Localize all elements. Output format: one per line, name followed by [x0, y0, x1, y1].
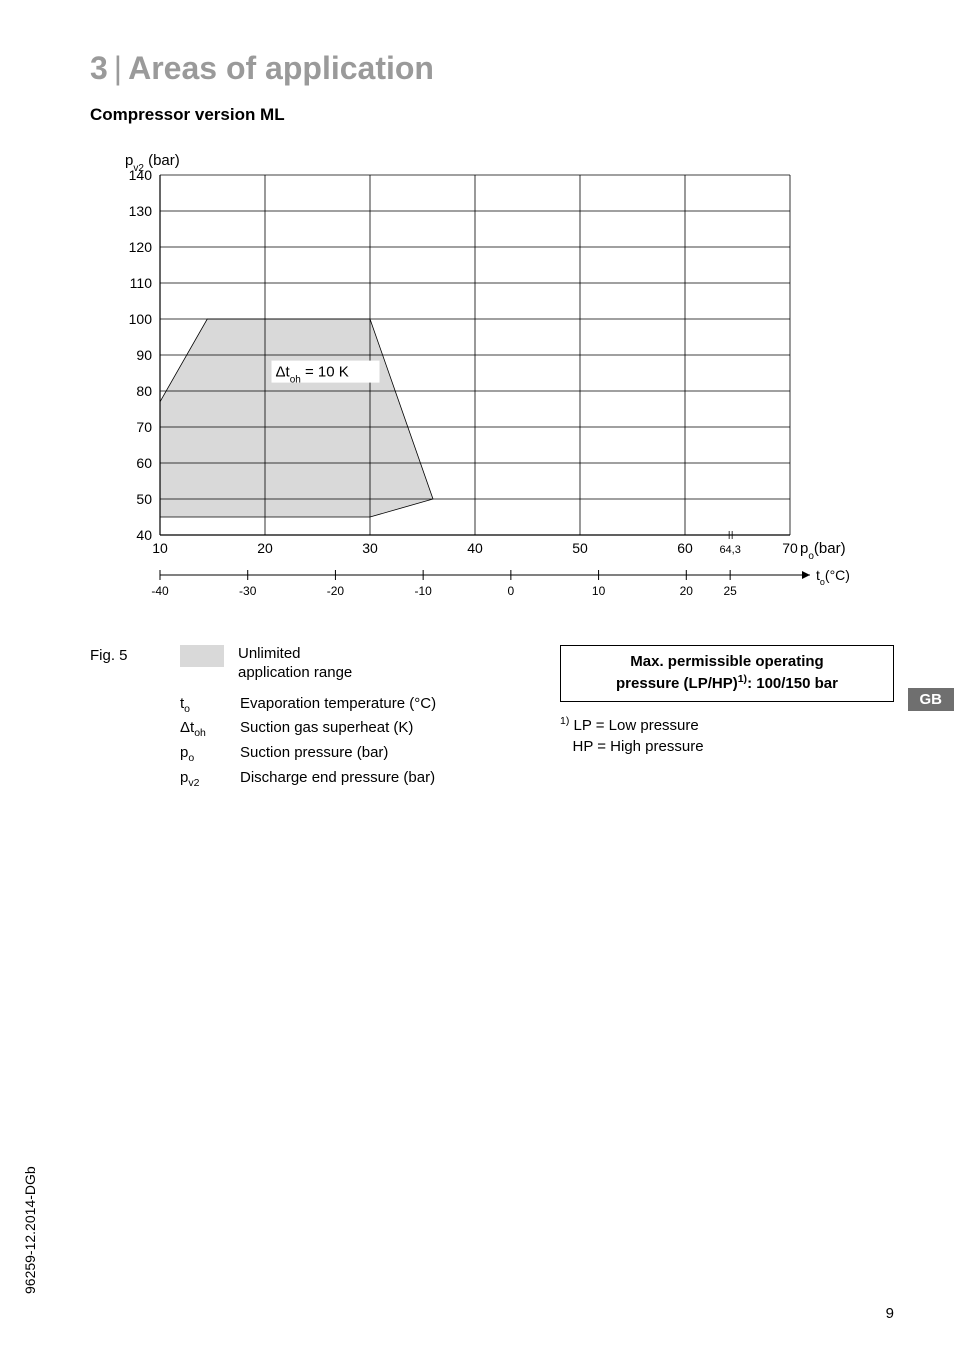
svg-text:70: 70	[782, 540, 798, 556]
svg-text:-10: -10	[414, 584, 432, 598]
legend-line2: application range	[238, 664, 352, 681]
chart-svg: 4050607080901001101201301401020304050607…	[100, 145, 860, 625]
section-bar: |	[114, 50, 122, 86]
def-row: po Suction pressure (bar)	[180, 742, 550, 767]
svg-text:40: 40	[467, 540, 483, 556]
footnote: 1) LP = Low pressure HP = High pressure	[560, 714, 894, 759]
def-row: Δtoh Suction gas superheat (K)	[180, 717, 550, 742]
footnote-line2: HP = High pressure	[560, 738, 704, 755]
def-desc: Suction gas superheat (K)	[240, 717, 413, 742]
legend-swatch	[180, 645, 224, 667]
svg-text:10: 10	[592, 584, 606, 598]
svg-text:80: 80	[136, 383, 152, 399]
def-symbol: Δtoh	[180, 717, 240, 742]
footnote-sup: 1)	[560, 715, 569, 727]
svg-text:120: 120	[129, 239, 153, 255]
svg-text:0: 0	[508, 584, 515, 598]
footnote-line1: LP = Low pressure	[569, 717, 698, 734]
svg-text:64,3: 64,3	[719, 544, 740, 556]
max-pressure-box: Max. permissible operating pressure (LP/…	[560, 645, 894, 702]
application-chart: 4050607080901001101201301401020304050607…	[100, 145, 860, 625]
legend-column: Unlimited application range to Evaporati…	[180, 645, 550, 792]
def-row: pv2 Discharge end pressure (bar)	[180, 767, 550, 792]
right-column: Max. permissible operating pressure (LP/…	[550, 645, 894, 758]
svg-text:-30: -30	[239, 584, 257, 598]
svg-text:30: 30	[362, 540, 378, 556]
svg-text:60: 60	[136, 455, 152, 471]
svg-text:100: 100	[129, 311, 153, 327]
svg-text:40: 40	[136, 527, 152, 543]
svg-text:to(°C): to(°C)	[816, 567, 850, 587]
svg-text:50: 50	[136, 491, 152, 507]
svg-text:110: 110	[130, 275, 153, 291]
svg-text:60: 60	[677, 540, 693, 556]
section-number: 3	[90, 50, 108, 86]
svg-text:-20: -20	[327, 584, 345, 598]
def-desc: Suction pressure (bar)	[240, 742, 388, 767]
svg-text:20: 20	[680, 584, 694, 598]
box-sup: 1)	[738, 673, 747, 685]
svg-text:50: 50	[572, 540, 588, 556]
box-line2b: : 100/150 bar	[747, 675, 838, 692]
def-symbol: pv2	[180, 767, 240, 792]
def-desc: Evaporation temperature (°C)	[240, 693, 436, 718]
def-symbol: to	[180, 693, 240, 718]
legend-line1: Unlimited	[238, 645, 301, 662]
def-desc: Discharge end pressure (bar)	[240, 767, 435, 792]
svg-text:20: 20	[257, 540, 273, 556]
svg-text:-40: -40	[151, 584, 169, 598]
subtitle: Compressor version ML	[90, 105, 894, 125]
figure-label: Fig. 5	[90, 645, 180, 664]
svg-text:130: 130	[129, 203, 153, 219]
box-line1: Max. permissible operating	[630, 653, 823, 670]
svg-text:25: 25	[723, 584, 737, 598]
document-code: 96259-12.2014-DGb	[22, 1166, 38, 1294]
svg-text:po(bar): po(bar)	[800, 540, 846, 562]
page-number: 9	[886, 1305, 894, 1322]
legend-entry: Unlimited application range	[180, 645, 550, 683]
svg-text:10: 10	[152, 540, 168, 556]
legend-text: Unlimited application range	[238, 645, 352, 683]
section-title: 3|Areas of application	[90, 50, 894, 87]
svg-text:pv2 (bar): pv2 (bar)	[125, 152, 180, 174]
svg-text:70: 70	[136, 419, 152, 435]
language-tab: GB	[908, 688, 954, 711]
symbol-definitions: to Evaporation temperature (°C) Δtoh Suc…	[180, 693, 550, 792]
svg-text:90: 90	[136, 347, 152, 363]
def-row: to Evaporation temperature (°C)	[180, 693, 550, 718]
box-line2a: pressure (LP/HP)	[616, 675, 738, 692]
section-name: Areas of application	[128, 50, 434, 86]
def-symbol: po	[180, 742, 240, 767]
